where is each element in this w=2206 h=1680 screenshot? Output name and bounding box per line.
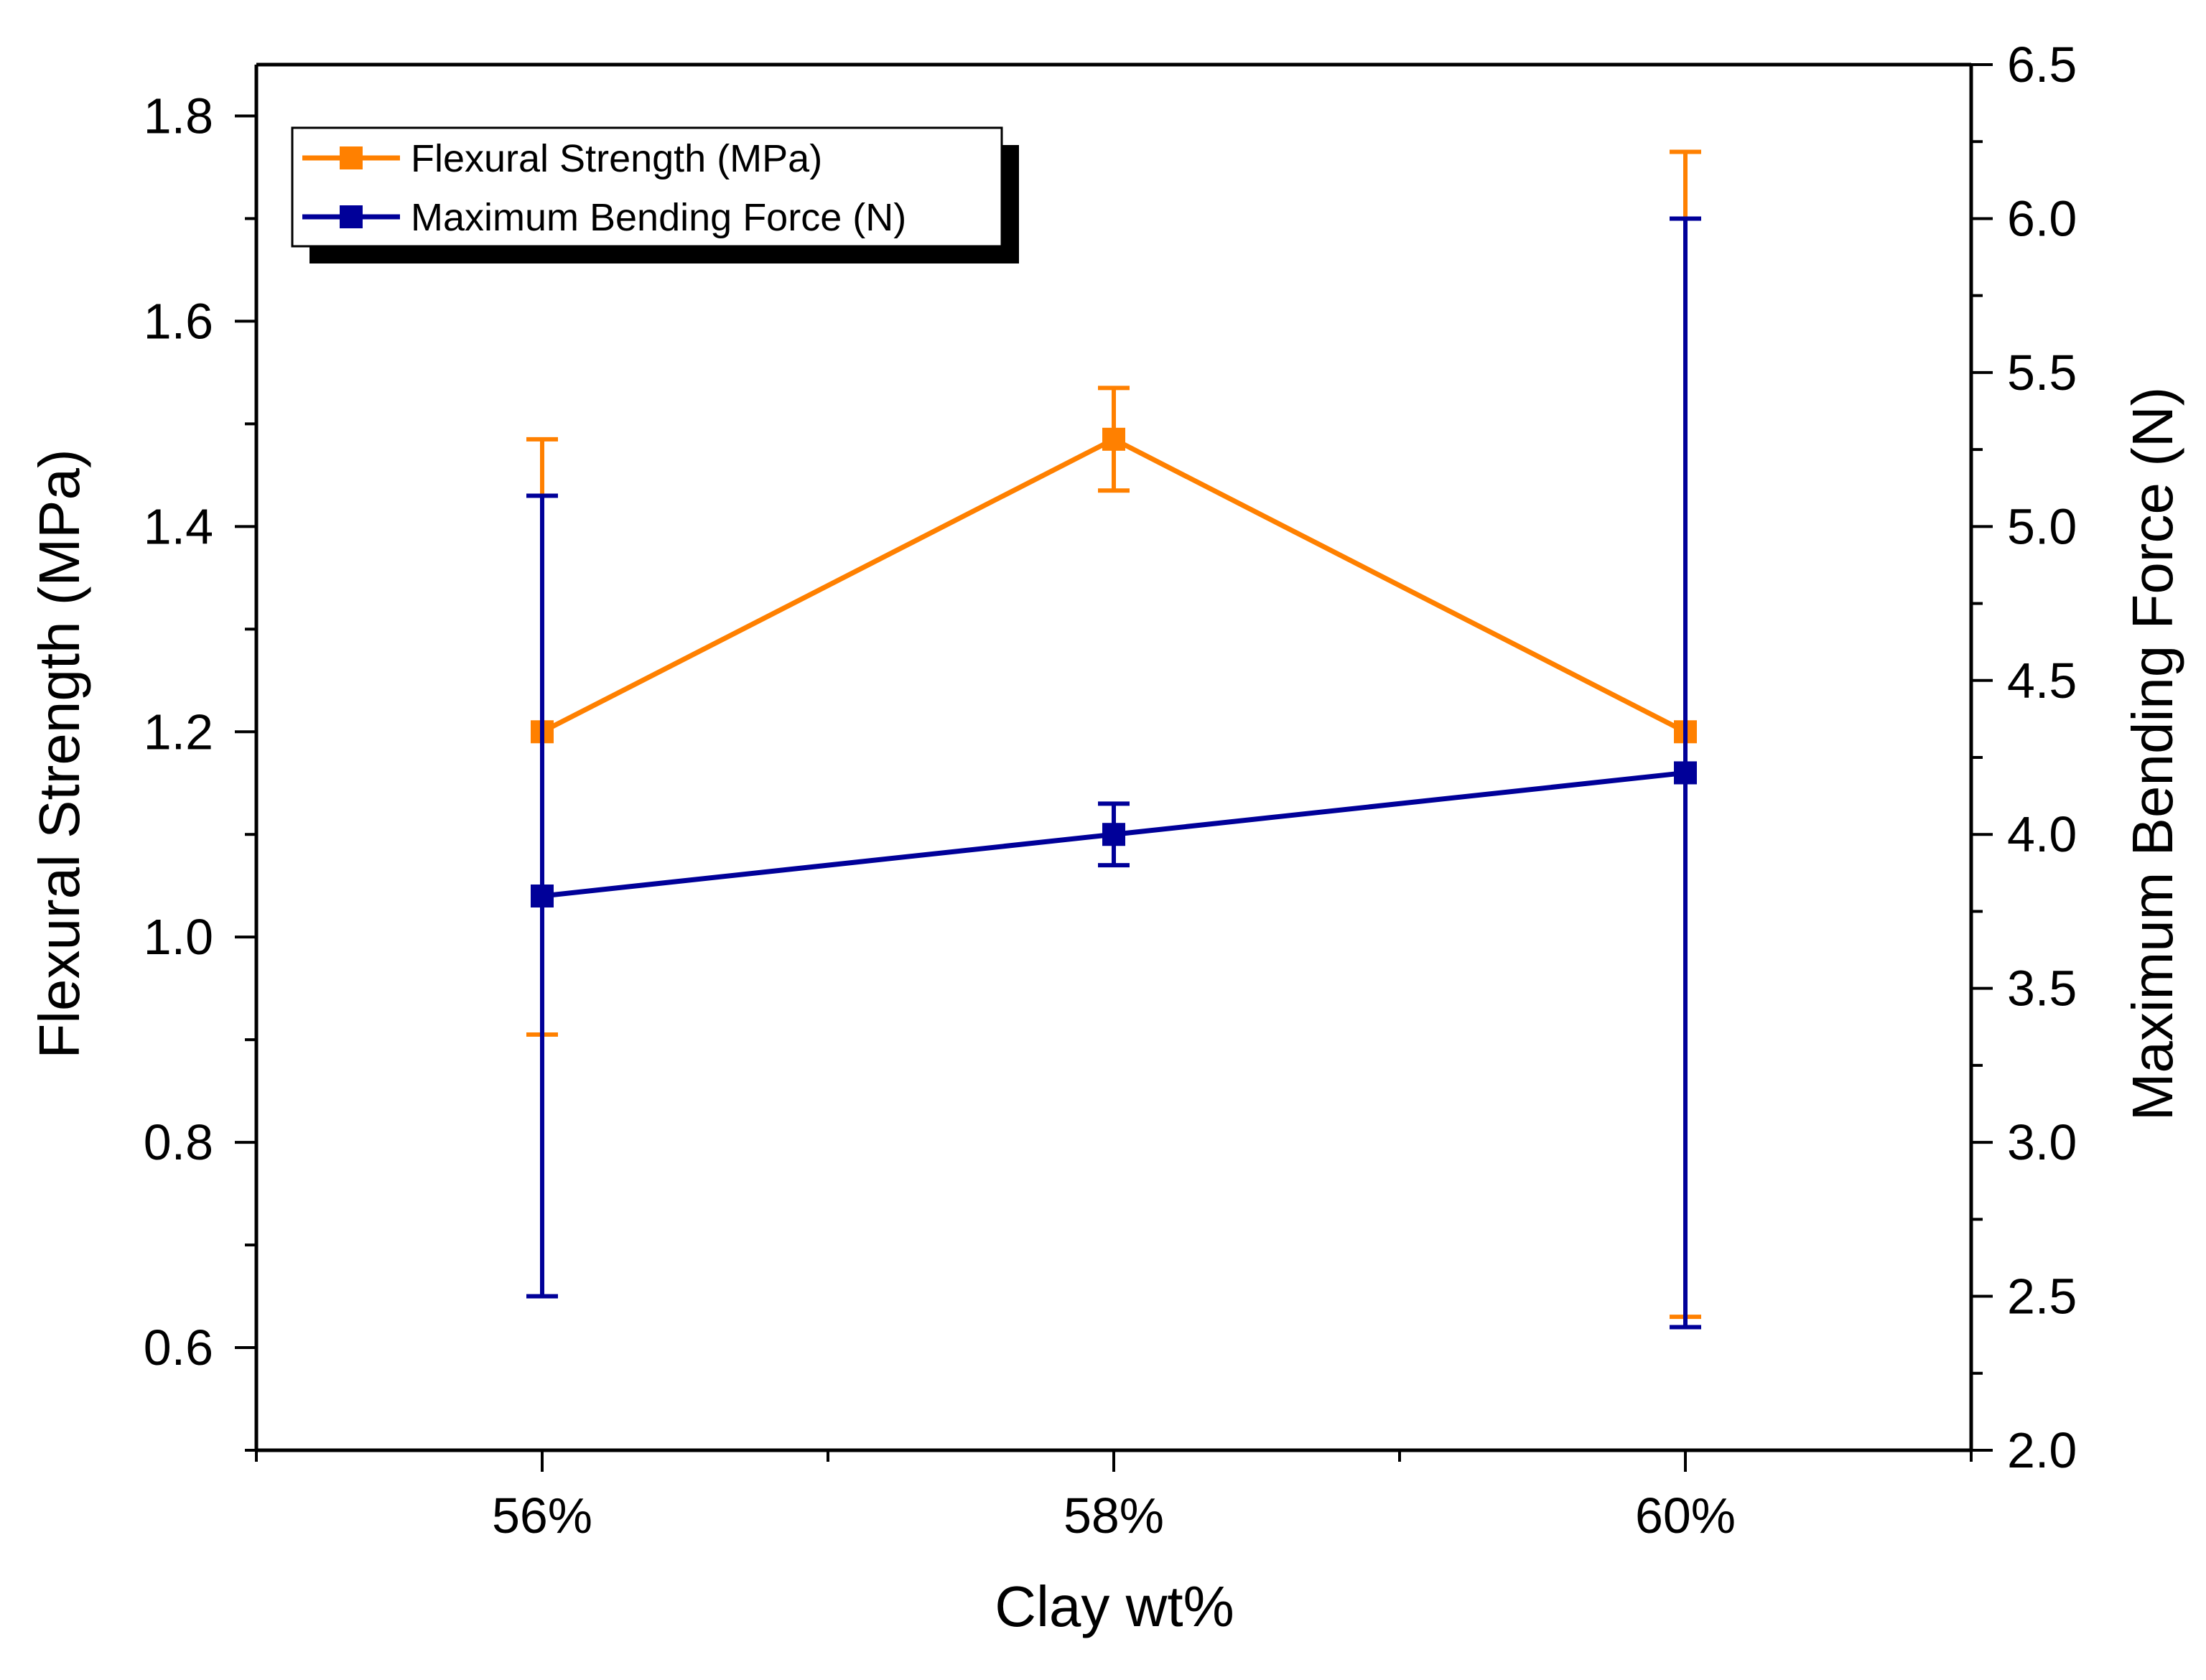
left-y-tick-label: 1.6 (144, 293, 213, 349)
x-tick-label: 56% (492, 1488, 592, 1544)
legend-item-2: Maximum Bending Force (N) (302, 196, 906, 239)
x-axis-title: Clay wt% (995, 1574, 1234, 1638)
left-y-tick-label: 1.2 (144, 704, 213, 760)
series-2-marker (531, 885, 554, 907)
x-tick-label: 58% (1064, 1488, 1164, 1544)
right-y-tick-label: 3.0 (2007, 1114, 2077, 1170)
axis-titles: Clay wt% Flexural Strength (MPa) Maximum… (27, 387, 2184, 1638)
right-y-axis-title: Maximum Bending Force (N) (2121, 387, 2184, 1121)
right-y-tick-label: 5.0 (2007, 498, 2077, 554)
series-1-group (526, 149, 1701, 1320)
left-y-tick-label: 0.8 (144, 1114, 213, 1170)
legend-box (291, 126, 1003, 248)
left-y-tick-label: 1.8 (144, 88, 213, 144)
left-y-tick-label: 1.4 (144, 498, 213, 554)
series-2-marker (1102, 823, 1125, 846)
left-y-tick-label: 1.0 (144, 909, 213, 965)
right-y-tick-label: 4.5 (2007, 653, 2077, 709)
axes (254, 62, 1973, 1452)
left-y-tick-label: 0.6 (144, 1320, 213, 1376)
legend-swatch-marker (340, 146, 363, 169)
legend-item-1: Flexural Strength (MPa) (302, 137, 822, 180)
legend: Flexural Strength (MPa) Maximum Bending F… (291, 126, 1019, 263)
right-y-tick-label: 3.5 (2007, 961, 2077, 1017)
right-y-tick-label: 5.5 (2007, 345, 2077, 401)
right-y-tick-label: 2.5 (2007, 1269, 2077, 1325)
x-tick-label: 60% (1635, 1488, 1736, 1544)
series-2-group (526, 216, 1701, 1330)
ticks: 0.6 0.8 1.0 1.2 1.4 1.6 1.8 2.0 2.5 3.0 3.5 4.0 4.5 5… (144, 37, 2077, 1544)
right-y-tick-label: 4.0 (2007, 806, 2077, 862)
legend-label: Flexural Strength (MPa) (411, 137, 822, 180)
legend-label: Maximum Bending Force (N) (411, 196, 906, 239)
left-y-axis-title: Flexural Strength (MPa) (27, 449, 91, 1058)
right-y-tick-label: 6.5 (2007, 37, 2077, 93)
series-2-marker (1674, 761, 1697, 785)
series-1-marker (1102, 427, 1125, 451)
right-y-tick-label: 6.0 (2007, 190, 2077, 246)
legend-swatch-marker (340, 205, 363, 228)
series (526, 149, 1701, 1330)
right-y-tick-label: 2.0 (2007, 1422, 2077, 1478)
